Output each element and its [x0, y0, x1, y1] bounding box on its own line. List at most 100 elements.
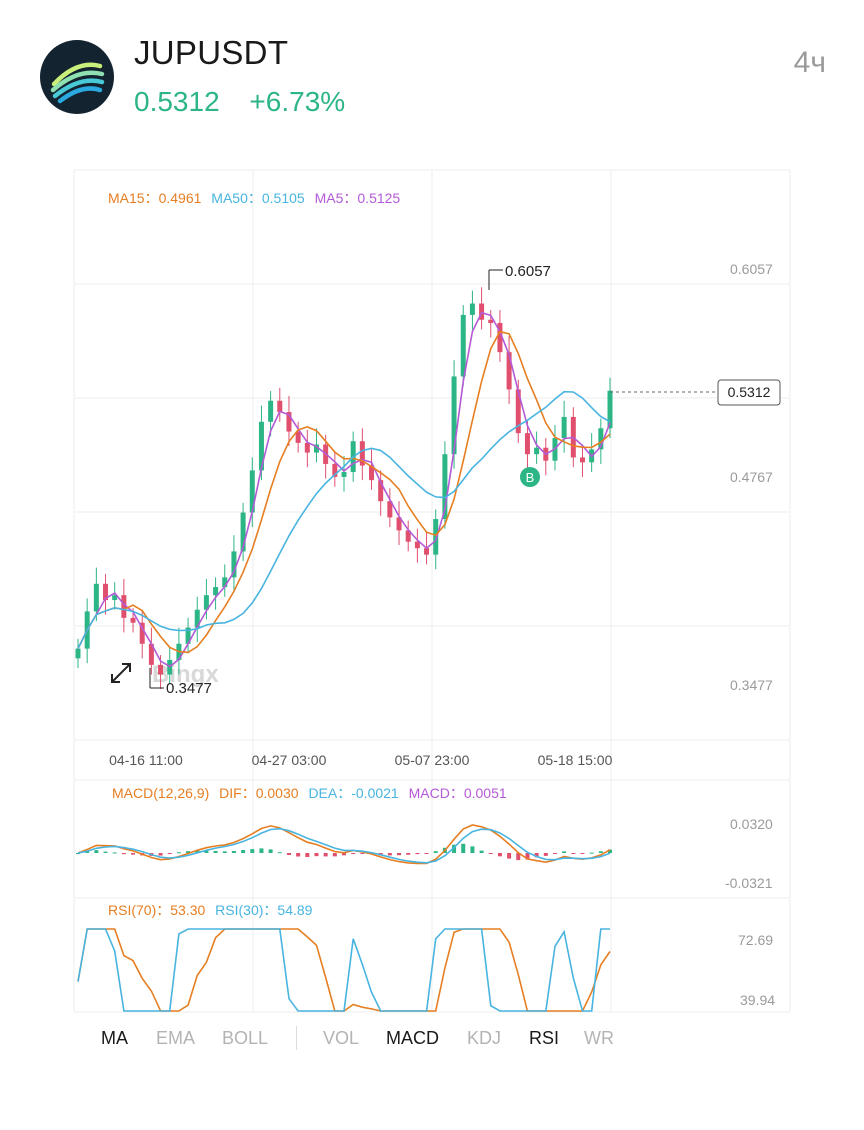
macd-bar [195, 850, 200, 853]
dif-line [77, 824, 611, 865]
candles-layer [75, 287, 613, 690]
dif-value: 0.0030 [256, 785, 299, 801]
candle-body [75, 648, 81, 659]
tab-wr[interactable]: WR [584, 1028, 614, 1048]
macd-bar [433, 851, 438, 853]
tab-ma[interactable]: MA [101, 1028, 128, 1048]
candle-body [396, 517, 402, 531]
ma5-value: 0.5125 [357, 190, 400, 206]
macd-bar [85, 851, 90, 853]
dea-line [77, 827, 611, 864]
candle-body [139, 622, 145, 644]
macd-bar [94, 850, 99, 853]
candle-body [405, 530, 411, 542]
macd-bar [305, 853, 310, 858]
rsi-legend: RSI(70)：53.30 RSI(30)：54.89 [108, 902, 313, 918]
macd-bar [231, 851, 236, 853]
main-legend: MA15：0.4961 MA50：0.5105 MA5：0.5125 [108, 190, 400, 206]
candle-body [488, 319, 494, 323]
macd-bar [580, 853, 585, 854]
rsi-pane [77, 928, 611, 1012]
candle-body [93, 583, 99, 612]
candle-body [534, 447, 540, 455]
tab-boll[interactable]: BOLL [222, 1028, 269, 1048]
buy-marker[interactable]: B [520, 467, 540, 487]
candle-body [607, 390, 613, 429]
candle-body [579, 457, 585, 463]
candle-body [369, 465, 375, 481]
candle-body [313, 444, 319, 453]
candle-body [295, 431, 301, 443]
macd-bar [268, 849, 273, 853]
candle-body [387, 501, 393, 518]
candle-body [561, 416, 567, 439]
macd-bar [507, 853, 512, 859]
tab-rsi[interactable]: RSI [529, 1028, 560, 1048]
macd-bar [552, 853, 557, 854]
macd-bar [387, 853, 392, 856]
rsi30-value: 54.89 [277, 902, 312, 918]
macd-bar [598, 851, 603, 853]
macd-bar [241, 850, 246, 853]
macd-bar [571, 853, 576, 854]
macd-bar [250, 849, 255, 853]
watermark-text: Bingx [152, 661, 219, 688]
expand-icon[interactable] [111, 663, 131, 683]
rsi-axis-label: 39.94 [740, 992, 775, 1008]
time-axis-label: 04-27 03:00 [252, 752, 327, 768]
rsi-axis-label: 72.69 [738, 932, 773, 948]
macd-bar [158, 853, 163, 856]
macd-bar [608, 849, 612, 853]
candle-body [460, 314, 466, 377]
tab-ema[interactable]: EMA [156, 1028, 196, 1048]
macd-bar [112, 852, 117, 854]
macd-bar [406, 853, 411, 855]
macd-bar [167, 853, 172, 854]
macd-bar [351, 853, 356, 854]
interval-selector[interactable]: 4ч [793, 46, 826, 79]
candle-body [304, 442, 310, 453]
dea-value: -0.0021 [351, 785, 399, 801]
macd-bar [424, 853, 429, 854]
macd-bar [286, 853, 291, 856]
candle-body [341, 472, 347, 477]
candle-body [598, 428, 604, 450]
candle-body [277, 400, 283, 413]
price-axis-label: 0.4767 [730, 469, 773, 485]
macd-bar [525, 853, 530, 860]
candle-body [442, 454, 448, 520]
candle-body [194, 609, 200, 628]
macd-bar [121, 853, 126, 855]
macd-bar [415, 853, 420, 855]
candle-body [130, 617, 136, 623]
candle-body [424, 548, 430, 555]
tab-kdj[interactable]: KDJ [467, 1028, 502, 1048]
candle-body [286, 412, 292, 432]
macd-pane [76, 824, 612, 865]
macd-bar [479, 850, 484, 853]
tab-macd[interactable]: MACD [386, 1028, 439, 1048]
candle-body [203, 595, 209, 610]
ma15-value: 0.4961 [159, 190, 202, 206]
macd-bar [461, 843, 466, 853]
macd-bar [452, 844, 457, 853]
price-row: 0.5312 +6.73% [134, 86, 367, 118]
indicator-tabs: MA EMA BOLL VOL MACD KDJ RSI WR [74, 1026, 790, 1052]
svg-text:B: B [526, 470, 535, 485]
price-change: +6.73% [249, 86, 346, 117]
candle-body [378, 480, 384, 502]
macd-bar [259, 848, 264, 853]
rsi-axis: 72.69 39.94 [738, 932, 775, 1008]
candle-body [222, 577, 228, 588]
macd-bar [222, 851, 227, 853]
ma15-line [77, 330, 611, 654]
macd-bar [497, 853, 502, 857]
high-annotation: 0.6057 [488, 263, 551, 290]
macd-bar [176, 852, 181, 854]
tab-vol[interactable]: VOL [323, 1028, 360, 1048]
ma-lines-layer [77, 311, 611, 668]
macd-axis: 0.0320 -0.0321 [725, 816, 773, 891]
candle-body [213, 587, 219, 596]
rsi70-value: 53.30 [170, 902, 205, 918]
